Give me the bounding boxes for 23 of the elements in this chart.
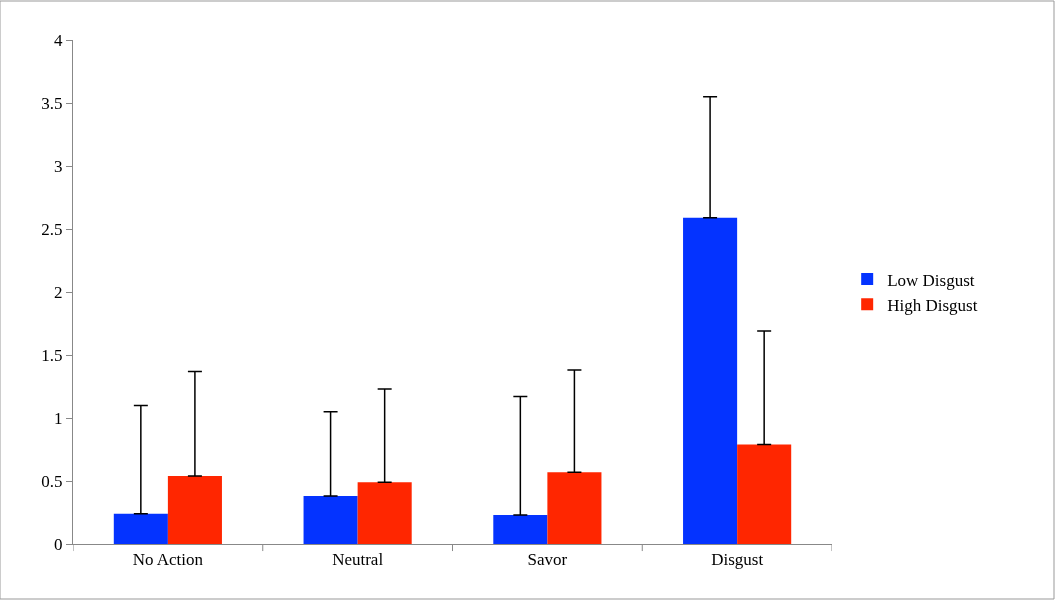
y-tick-label: 1: [54, 408, 63, 428]
y-tick-label: 2.5: [41, 219, 63, 239]
x-tick-label: Savor: [527, 550, 568, 570]
bar: [737, 444, 792, 544]
bar: [547, 472, 602, 544]
bar: [357, 482, 412, 544]
y-tick-label: 0.5: [41, 471, 63, 491]
x-tick-label: No Action: [132, 550, 204, 570]
x-tick-label: Neutral: [332, 550, 384, 570]
x-tick-label: Disgust: [711, 550, 764, 570]
bar: [493, 515, 548, 544]
y-tick-label: 3: [54, 156, 63, 176]
y-tick-label: 2: [54, 282, 63, 302]
y-tick-label: 4: [54, 30, 64, 50]
y-tick-label: 0: [54, 534, 63, 554]
bar: [303, 496, 358, 544]
legend-label: High Disgust: [887, 295, 978, 315]
y-tick-label: 1.5: [41, 345, 63, 365]
legend-label: Low Disgust: [887, 270, 975, 290]
bar: [683, 217, 738, 544]
bar: [113, 513, 168, 544]
y-tick-label: 3.5: [41, 93, 63, 113]
bar: [167, 475, 222, 544]
